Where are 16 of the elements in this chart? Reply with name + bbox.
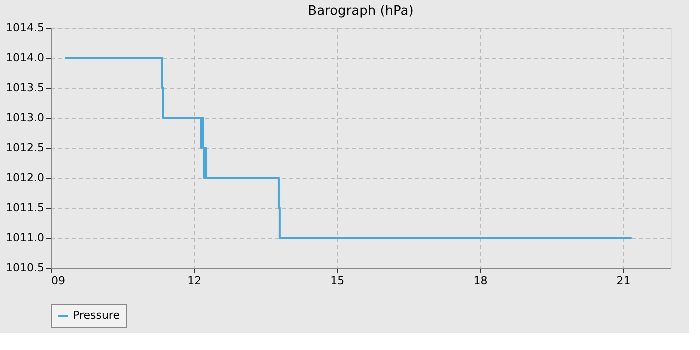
x-tick-label: 12 bbox=[188, 274, 202, 288]
y-tick-label: 1013.5 bbox=[6, 82, 44, 94]
y-tick-label: 1011.5 bbox=[6, 202, 44, 214]
legend-label: Pressure bbox=[73, 309, 120, 322]
y-tick-label: 1013.0 bbox=[6, 112, 44, 124]
chart-title: Barograph (hPa) bbox=[308, 4, 414, 19]
y-tick-label: 1014.5 bbox=[6, 22, 44, 34]
y-tick-label: 1012.5 bbox=[6, 142, 44, 154]
y-tick-label: 1010.5 bbox=[6, 262, 44, 274]
y-tick-label: 1012.0 bbox=[6, 172, 44, 184]
y-tick-label: 1014.0 bbox=[6, 52, 44, 64]
x-tick-label: 18 bbox=[474, 274, 488, 288]
x-tick-label: 15 bbox=[330, 274, 345, 288]
x-tick-label: 21 bbox=[616, 274, 631, 288]
y-tick-label: 1011.0 bbox=[6, 232, 44, 244]
x-tick-label: 09 bbox=[52, 274, 66, 288]
